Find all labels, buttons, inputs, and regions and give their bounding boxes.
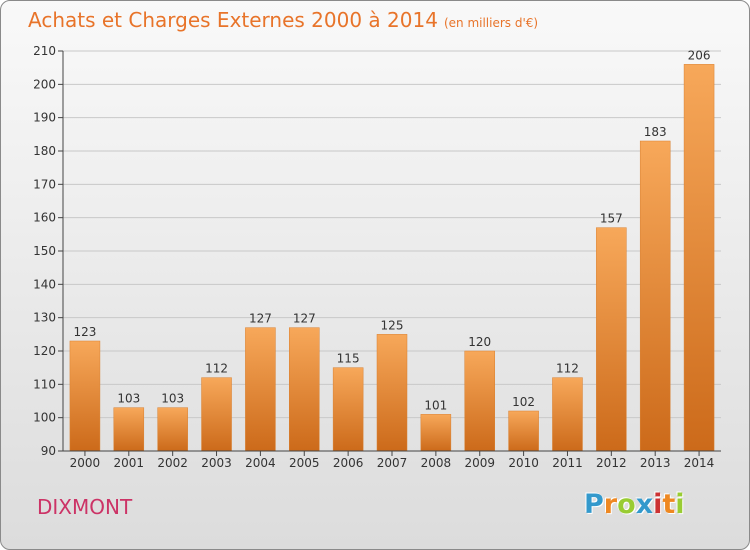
bar-layer: 123 103 103 112 127 127 115 125 101 120 102 112 157 1… (69, 48, 715, 452)
data-label-2006: 115 (337, 352, 360, 366)
y-tick-label: 100 (33, 411, 56, 425)
y-tick-label: 150 (33, 244, 56, 258)
bar-2005 (289, 327, 320, 452)
data-label-2014: 206 (688, 48, 711, 62)
data-label-2005: 127 (293, 312, 316, 326)
data-label-2010: 102 (512, 395, 535, 409)
data-label-2001: 103 (117, 392, 140, 406)
data-label-2000: 123 (73, 325, 96, 339)
data-label-2012: 157 (600, 212, 623, 226)
data-label-2013: 183 (644, 125, 667, 139)
x-tick-label-2010: 2010 (508, 456, 539, 470)
data-label-2002: 103 (161, 392, 184, 406)
town-name: DIXMONT (37, 495, 133, 519)
y-tick-label: 170 (33, 177, 56, 191)
data-label-2008: 101 (424, 398, 447, 412)
logo-letter: i (675, 489, 685, 520)
logo-letter: P (584, 489, 604, 520)
y-tick-label: 160 (33, 211, 56, 225)
chart-title-text: Achats et Charges Externes 2000 à 2014 (28, 8, 438, 32)
bar-2011 (552, 377, 583, 452)
x-tick-label-2012: 2012 (596, 456, 627, 470)
chart-title: Achats et Charges Externes 2000 à 2014 (e… (28, 8, 538, 32)
x-tick-label-2004: 2004 (245, 456, 276, 470)
bar-2001 (113, 407, 145, 452)
bar-2000 (69, 340, 101, 452)
data-label-2007: 125 (381, 318, 404, 332)
x-tick-label-2014: 2014 (684, 456, 715, 470)
bar-2009 (464, 350, 495, 452)
logo-letter: r (603, 489, 618, 520)
y-tick-label: 190 (33, 111, 56, 125)
y-tick-label: 200 (33, 77, 56, 91)
x-tick-label-2007: 2007 (377, 456, 408, 470)
y-tick-label: 90 (41, 444, 56, 458)
bar-2012 (596, 227, 627, 452)
chart-unit: (en milliers d'€) (443, 16, 539, 30)
bar-2006 (332, 367, 364, 452)
bar-2014 (683, 64, 715, 452)
x-tick-label-2001: 2001 (114, 456, 145, 470)
logo-letter: o (617, 489, 636, 520)
data-label-2009: 120 (468, 335, 491, 349)
data-label-2011: 112 (556, 362, 579, 376)
bar-2008 (420, 414, 452, 452)
y-tick-label: 180 (33, 144, 56, 158)
proxiti-logo: Proxiti (584, 489, 685, 520)
bar-2004 (245, 327, 276, 452)
x-tick-label-2013: 2013 (640, 456, 671, 470)
logo-letter: t (662, 489, 676, 520)
data-label-2003: 112 (205, 362, 228, 376)
x-tick-label-2011: 2011 (552, 456, 583, 470)
logo-letter: x (635, 489, 654, 520)
data-label-2004: 127 (249, 312, 272, 326)
x-tick-label-2002: 2002 (157, 456, 188, 470)
x-tick-label-2006: 2006 (333, 456, 364, 470)
x-tick-label-2005: 2005 (289, 456, 320, 470)
y-tick-label: 210 (33, 44, 56, 58)
axis-layer: 90 100 110 120 130 140 150 160 170 180 190 200 210 20… (33, 44, 721, 470)
y-tick-label: 130 (33, 311, 56, 325)
bar-2003 (201, 377, 232, 452)
y-tick-label: 140 (33, 277, 56, 291)
y-tick-label: 110 (33, 377, 56, 391)
bar-2013 (639, 140, 671, 452)
x-tick-label-2008: 2008 (421, 456, 452, 470)
x-tick-label-2000: 2000 (70, 456, 101, 470)
bar-2002 (157, 407, 188, 452)
bar-2010 (508, 410, 539, 452)
x-tick-label-2003: 2003 (201, 456, 232, 470)
bar-2007 (376, 334, 408, 452)
x-tick-label-2009: 2009 (464, 456, 495, 470)
logo-letter: i (653, 489, 663, 520)
y-tick-label: 120 (33, 344, 56, 358)
